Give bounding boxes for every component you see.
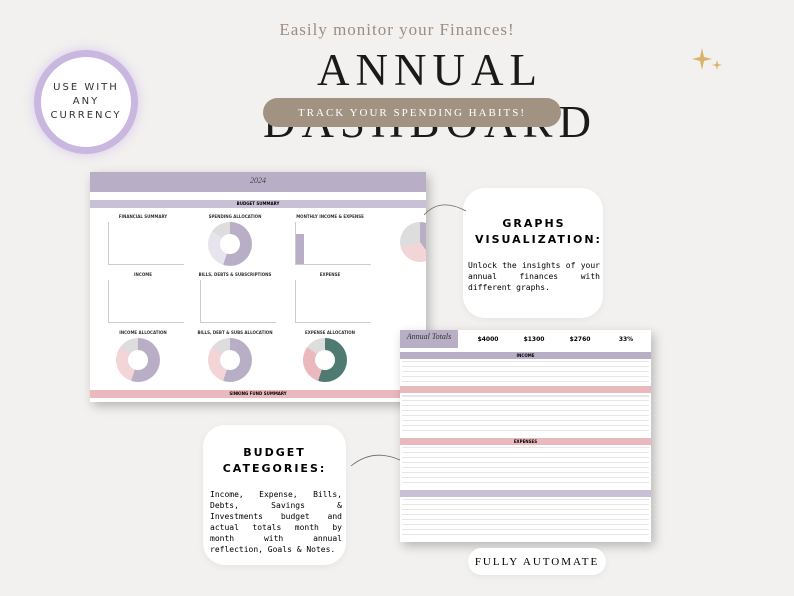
panel-title: FINANCIAL SUMMARY <box>118 214 168 219</box>
table-row <box>402 529 649 530</box>
totals-title-bg <box>400 330 458 348</box>
section-bar <box>400 386 651 393</box>
table-row <box>402 396 649 397</box>
panel-axis <box>200 280 276 323</box>
badge-line: ANY <box>72 96 100 107</box>
footer-pill: FULLY AUTOMATE <box>468 548 606 575</box>
graphs-callout: GRAPHS VISUALIZATION: Unlock the insight… <box>463 188 603 318</box>
budget-callout: BUDGET CATEGORIES: Income, Expense, Bill… <box>203 425 346 565</box>
donut-hole <box>128 350 148 370</box>
table-row <box>402 472 649 473</box>
panel-title: BILLS, DEBTS & SUBSCRIPTIONS <box>198 272 272 277</box>
connector <box>350 454 401 467</box>
panel-title: SPENDING ALLOCATION <box>208 214 262 219</box>
section-bar: EXPENSES <box>400 438 651 445</box>
panel-axis <box>295 222 371 265</box>
panel-axis <box>108 222 184 265</box>
stat-value: $1300 <box>523 336 545 343</box>
table-row <box>402 514 649 515</box>
callout-text: Income, Expense, Bills, Debts, Savings &… <box>210 490 342 554</box>
panel-title: BILLS, DEBT & SUBS ALLOCATION <box>197 330 273 335</box>
table-row <box>402 467 649 468</box>
panel-axis <box>108 280 184 323</box>
table-row <box>402 519 649 520</box>
callout-title: GRAPHS VISUALIZATION: <box>475 217 602 246</box>
title: ANNUAL DASHBOARD <box>263 45 591 147</box>
table-row <box>402 452 649 453</box>
table-row <box>402 381 649 382</box>
table-row <box>402 420 649 421</box>
callout-title: BUDGET CATEGORIES: <box>222 446 327 475</box>
stat-value: $4000 <box>477 336 499 343</box>
donut-hole <box>220 234 240 254</box>
table-row <box>402 361 649 362</box>
panel-partial <box>400 222 426 262</box>
panel-title: MONTHLY INCOME & EXPENSE <box>296 214 364 219</box>
table-row <box>402 462 649 463</box>
panel-area <box>296 234 304 264</box>
dashboard-year: 2024 <box>90 172 426 192</box>
table-row <box>402 366 649 367</box>
table-row <box>402 482 649 483</box>
stat-value: 33% <box>618 336 634 343</box>
table-row <box>402 534 649 535</box>
section-bar: INCOME <box>400 352 651 359</box>
table-row <box>402 524 649 525</box>
table-row <box>402 499 649 500</box>
tagline: Easily monitor your Finances! <box>279 20 515 39</box>
donut-hole <box>315 350 335 370</box>
table-row <box>402 371 649 372</box>
table-row <box>402 400 649 401</box>
panel-title: EXPENSE ALLOCATION <box>305 330 355 335</box>
table-row <box>402 477 649 478</box>
connector <box>423 204 467 216</box>
badge-line: USE WITH <box>53 82 119 93</box>
callout-text: Unlock the insights of your annual finan… <box>468 261 600 292</box>
table-row <box>402 425 649 426</box>
table-row <box>402 415 649 416</box>
dashboard-sheet: 2024 BUDGET SUMMARY FINANCIAL SUMMARY SPE… <box>90 172 426 402</box>
table-row <box>402 457 649 458</box>
table-row <box>402 395 649 396</box>
table-row <box>402 430 649 431</box>
totals-title: Annual Totals <box>406 332 452 341</box>
panel-axis <box>295 280 371 323</box>
panel-title: INCOME <box>134 272 152 277</box>
cta-button[interactable]: TRACK YOUR SPENDING HABITS! <box>263 98 561 127</box>
panel-title: EXPENSE <box>319 272 341 277</box>
donut-hole <box>220 350 240 370</box>
sparkle <box>692 48 722 70</box>
totals-sheet: Annual Totals $4000 $1300 $2760 33% INCOME E… <box>400 330 651 542</box>
badge-line: CURRENCY <box>50 110 122 121</box>
table-row <box>402 410 649 411</box>
summary-bar: BUDGET SUMMARY <box>90 200 426 208</box>
table-row <box>402 447 649 448</box>
sinking-bar: SINKING FUND SUMMARY <box>90 390 426 398</box>
stat-value: $2760 <box>569 336 591 343</box>
badge: USE WITH ANY CURRENCY <box>41 57 131 147</box>
table-row <box>402 509 649 510</box>
table-row <box>402 504 649 505</box>
table-row <box>402 405 649 406</box>
section-bar <box>400 490 651 497</box>
panel-title: INCOME ALLOCATION <box>119 330 167 335</box>
table-row <box>402 376 649 377</box>
